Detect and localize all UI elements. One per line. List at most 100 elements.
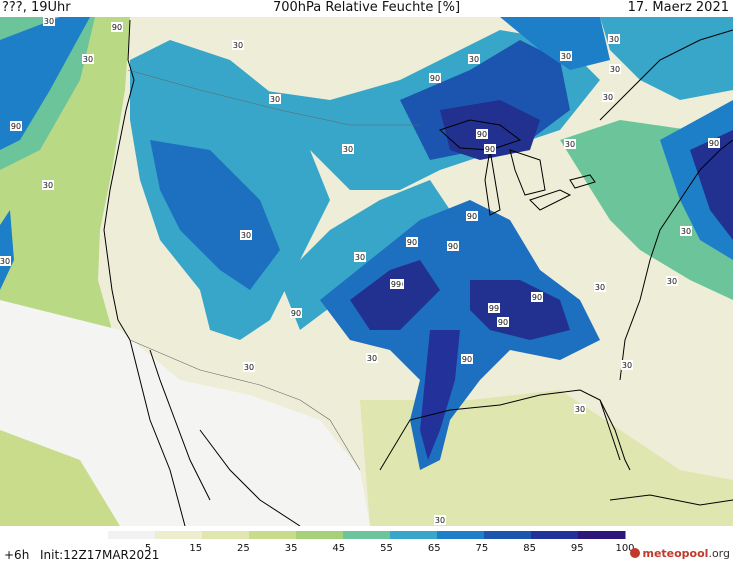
contour-label: 90 [111,22,123,32]
contour-label: 90 [476,129,488,139]
contour-label: 90 [447,241,459,251]
contour-label: 30 [354,252,366,262]
contour-label: 30 [594,282,606,292]
meteopool-logo[interactable]: meteopool.org [630,547,730,560]
contour-label-text: 30 [44,17,54,26]
contour-label: 30 [468,54,480,64]
contour-label-bg [0,256,11,266]
northeast-moist [600,17,733,100]
legend-swatch [531,531,579,539]
init-time: Init:12Z17MAR2021 [40,548,160,562]
pacific-offshore-wet [0,210,14,290]
contour-label: 90 [406,237,418,247]
contour-label: 30 [621,360,633,370]
legend-swatch [390,531,438,539]
legend-tick-label: 95 [571,543,584,554]
contour-label-text: 30 [565,140,575,149]
contour-label: 90 [708,138,720,148]
legend-swatch [108,531,156,539]
contour-label: 30 [564,139,576,149]
contour-label-bg [666,276,678,286]
contour-label-text: 99 [391,280,401,289]
contour-label: 30 [240,230,252,240]
legend-swatch [437,531,485,539]
contour-label-bg [560,51,572,61]
legend-tick-label: 45 [332,543,345,554]
canada-east-coastline [599,29,733,121]
legend-swatch [578,531,626,539]
coastlines [103,19,733,526]
contour-label-bg [608,34,620,44]
contour-label: 30 [269,94,281,104]
contour-label-text: 90 [462,355,472,364]
mississippi-saturated-core [470,280,570,340]
lake-ontario [569,174,596,189]
logo-text: meteopool [642,547,709,560]
contour-label: 90 [484,144,496,154]
contour-label-text: 90 [532,293,542,302]
southwest-dry-zone [0,300,370,526]
contour-label: 90 [461,354,473,364]
legend-tick-label: 75 [476,543,489,554]
contour-label: 30 [608,34,620,44]
contour-label-text: 90 [430,74,440,83]
contour-label-text: 90 [467,212,477,221]
contour-label-text: 30 [561,52,571,61]
legend-tick-label: 65 [428,543,441,554]
contour-label-text: 30 [244,363,254,372]
legend-swatch [484,531,532,539]
contour-label: 30 [666,276,678,286]
contour-label: 30 [243,362,255,372]
contour-label: 90 [429,73,441,83]
contour-label-bg [621,360,633,370]
contour-label-bg [434,515,446,525]
central-saturated-core [350,260,440,330]
lake-erie [529,189,572,211]
legend-swatch [296,531,344,539]
legend-tick-label: 35 [285,543,298,554]
contour-label-bg [429,73,441,83]
contour-label-bg [10,121,22,131]
contour-label: 90 [531,292,543,302]
contour-label-text: 30 [681,227,691,236]
great-lakes-saturated [440,100,540,160]
western-interior-wet [150,140,280,290]
contour-label: 30 [43,17,55,26]
contour-label: 30 [366,353,378,363]
contour-label-bg [269,94,281,104]
legend-swatch [343,531,391,539]
forecast-step: +6h [4,548,30,562]
florida-coastline [599,399,631,471]
contour-label-text: 30 [355,253,365,262]
contour-label-text: 90 [112,23,122,32]
contour-label: 90 [497,317,509,327]
contour-label-text: 90 [407,238,417,247]
legend-tick-label: 55 [380,543,393,554]
contour-label-bg [488,303,500,313]
us-west-coastline [103,19,135,341]
lake-michigan [484,149,501,216]
pacific-sw-moist [0,430,120,526]
contour-label: 30 [0,256,11,266]
atlantic-saturated [690,130,733,240]
lake-superior [439,119,522,151]
lake-huron [509,149,546,196]
contour-label-text: 90 [709,139,719,148]
gulf-of-california [149,349,211,501]
contour-label-text: 30 [435,516,445,525]
legend-tick-label: 5 [145,543,151,554]
contour-label-bg [602,92,614,102]
contour-label: 30 [680,226,692,236]
contour-label-text: 90 [485,145,495,154]
legend-swatch [202,531,250,539]
contour-label: 90 [10,121,22,131]
contour-labels: 30 90 30 30 90 30 30 30 30 90 30 30 30 90 30 90 30 90 30 90… [0,17,720,525]
pacific-wet-streak [0,17,90,150]
valid-time-label: ???, 19Uhr [2,0,71,15]
logo-suffix: .org [708,547,730,560]
legend-ticks: 5 15 25 35 45 55 65 75 85 95 100 [145,543,635,554]
contour-label: 30 [342,144,354,154]
contour-label: 99 [488,303,500,313]
us-canada-border [127,69,420,126]
contour-label-bg [406,237,418,247]
